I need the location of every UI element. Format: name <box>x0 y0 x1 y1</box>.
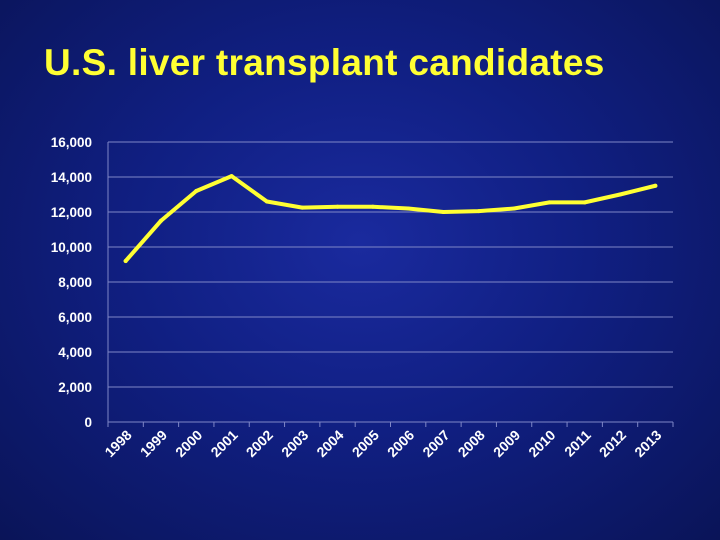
data-point <box>618 192 623 197</box>
y-tick-label: 14,000 <box>51 170 92 185</box>
x-tick-label: 2011 <box>561 427 594 460</box>
x-tick-label: 2013 <box>631 427 664 460</box>
x-tick-label: 2012 <box>596 427 629 460</box>
data-point <box>582 200 587 205</box>
x-tick-label: 2008 <box>455 427 488 460</box>
series-line <box>123 174 658 263</box>
x-tick-label: 2004 <box>313 427 346 460</box>
y-tick-label: 8,000 <box>58 275 92 290</box>
x-tick-label: 2002 <box>243 427 276 460</box>
data-point <box>229 174 234 179</box>
data-point <box>406 206 411 211</box>
x-tick-label: 2006 <box>384 427 417 460</box>
y-tick-label: 4,000 <box>58 345 92 360</box>
x-tick-label: 2005 <box>349 427 382 460</box>
y-tick-label: 12,000 <box>51 205 92 220</box>
data-point <box>335 204 340 209</box>
x-tick-label: 2010 <box>525 427 558 460</box>
data-point <box>441 210 446 214</box>
y-tick-label: 0 <box>84 415 92 430</box>
x-tick-label: 2000 <box>172 427 205 460</box>
data-point <box>194 189 199 193</box>
data-point <box>512 206 517 211</box>
data-point <box>158 218 163 223</box>
series-lines <box>123 174 658 263</box>
gridlines <box>108 141 673 388</box>
axes <box>107 142 674 427</box>
x-tick-label: 1999 <box>137 427 170 460</box>
x-tick-label: 2003 <box>278 427 311 460</box>
slide-title: U.S. liver transplant candidates <box>44 42 605 83</box>
y-tick-label: 6,000 <box>58 310 92 325</box>
y-tick-label: 16,000 <box>51 135 92 150</box>
data-point <box>653 183 658 188</box>
data-point <box>476 209 481 214</box>
y-tick-label: 10,000 <box>51 240 92 255</box>
y-tick-labels: 0 2,000 4,000 6,000 8,000 10,000 12,000 14,000 1… <box>51 135 92 430</box>
data-point <box>300 205 305 210</box>
x-tick-label: 1998 <box>101 427 134 460</box>
data-point <box>264 199 269 204</box>
x-tick-labels: 1998 1999 2000 2001 2002 2003 2004 2005 2006 2007… <box>101 427 664 460</box>
data-point <box>123 259 128 263</box>
x-tick-label: 2007 <box>419 427 452 460</box>
y-tick-label: 2,000 <box>58 380 92 395</box>
x-tick-label: 2009 <box>490 427 523 460</box>
data-point <box>370 204 375 209</box>
data-point <box>547 200 552 205</box>
x-tick-label: 2001 <box>207 427 240 460</box>
